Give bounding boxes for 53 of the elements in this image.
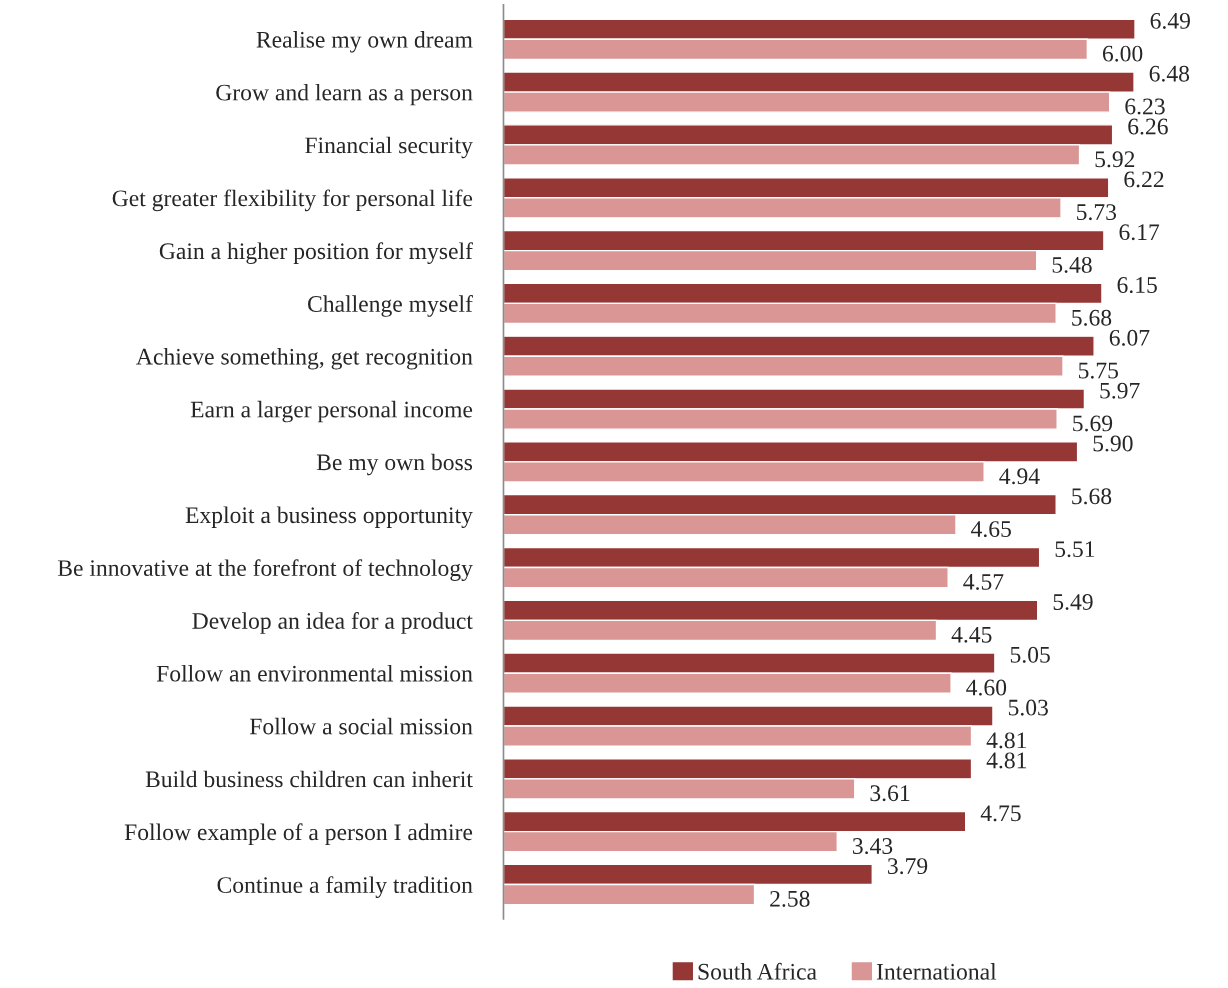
data-label: 5.92 <box>1095 151 1135 168</box>
data-label: 5.75 <box>1078 362 1119 379</box>
y-tick-label: Financial security <box>305 136 473 159</box>
y-tick-label: Be innovative at the forefront of technology <box>57 559 473 581</box>
data-label: 4.94 <box>999 468 1040 485</box>
data-label: 5.68 <box>1072 309 1112 326</box>
y-tick-label: Challenge myself <box>308 295 473 317</box>
y-tick-label: Follow a social mission <box>249 717 473 735</box>
data-label: 5.48 <box>1052 256 1092 273</box>
data-label: 5.51 <box>1055 541 1095 558</box>
data-label: 3.79 <box>888 858 928 875</box>
data-label: 6.00 <box>1102 45 1143 62</box>
legend-label: South Africa <box>698 962 817 980</box>
y-tick-label: Get greater flexibility for personal life <box>112 189 473 212</box>
data-label: 5.69 <box>1073 415 1113 432</box>
y-tick-label: Follow example of a person I admire <box>124 823 473 846</box>
y-tick-label: Develop an idea for a product <box>192 612 473 634</box>
y-tick-label: Be my own boss <box>316 453 473 476</box>
y-tick-label: Exploit a business opportunity <box>185 506 473 528</box>
data-label: 4.45 <box>951 626 992 643</box>
y-tick-label: Earn a larger personal income <box>190 400 473 423</box>
data-label: 5.03 <box>1008 699 1048 716</box>
data-label: 6.49 <box>1150 12 1190 29</box>
data-label: 6.48 <box>1149 65 1190 82</box>
data-label: 5.49 <box>1053 594 1093 611</box>
data-label: 6.15 <box>1117 277 1157 294</box>
data-label: 3.43 <box>852 838 893 855</box>
y-tick-label: Realise my own dream <box>256 31 473 53</box>
data-label: 4.81 <box>986 732 1027 749</box>
data-label: 5.97 <box>1100 382 1140 399</box>
data-label: 5.05 <box>1010 646 1050 663</box>
data-label: 3.61 <box>870 785 910 802</box>
y-tick-label: Continue a family tradition <box>217 876 473 898</box>
y-tick-label: Follow an environmental mission <box>156 665 473 682</box>
data-label: 4.57 <box>963 574 1004 590</box>
data-label: 5.68 <box>1072 488 1112 505</box>
data-label: 5.73 <box>1077 204 1117 221</box>
data-label: 5.90 <box>1093 435 1133 452</box>
data-label: 2.58 <box>770 890 810 907</box>
data-label: 4.60 <box>966 679 1007 696</box>
data-label: 4.65 <box>971 521 1011 538</box>
data-label: 6.22 <box>1124 171 1164 188</box>
y-tick-label: Gain a higher position for myself <box>159 242 473 264</box>
data-label: 6.23 <box>1125 98 1165 115</box>
data-label: 4.75 <box>980 805 1021 822</box>
legend-label: International <box>876 963 997 980</box>
data-label: 6.07 <box>1109 329 1150 346</box>
data-label: 4.81 <box>986 752 1027 769</box>
data-label: 6.17 <box>1119 224 1160 241</box>
y-tick-label: Achieve something, get recognition <box>136 348 473 370</box>
y-tick-label: Build business children can inherit <box>145 770 473 788</box>
data-label: 6.26 <box>1128 118 1168 135</box>
y-tick-label: Grow and learn as a person <box>216 83 473 106</box>
